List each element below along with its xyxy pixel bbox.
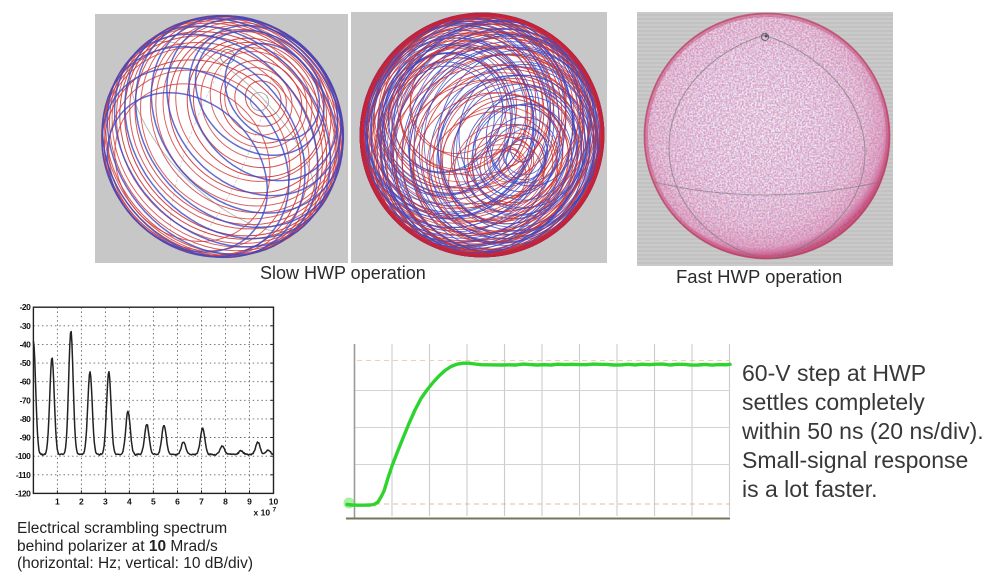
svg-text:10: 10 bbox=[269, 496, 279, 506]
svg-text:6: 6 bbox=[175, 496, 180, 506]
svg-text:5: 5 bbox=[151, 496, 156, 506]
svg-text:-120: -120 bbox=[15, 488, 31, 498]
svg-text:-100: -100 bbox=[15, 451, 31, 461]
svg-text:-40: -40 bbox=[20, 339, 32, 349]
svg-text:-90: -90 bbox=[20, 433, 32, 443]
svg-text:2: 2 bbox=[79, 496, 84, 506]
svg-text:-50: -50 bbox=[20, 358, 32, 368]
svg-text:x 10: x 10 bbox=[254, 507, 271, 517]
svg-text:-110: -110 bbox=[16, 470, 31, 480]
svg-text:7: 7 bbox=[199, 496, 204, 506]
svg-text:-20: -20 bbox=[20, 302, 32, 312]
svg-text:3: 3 bbox=[103, 496, 108, 506]
svg-text:4: 4 bbox=[127, 496, 132, 506]
svg-text:1: 1 bbox=[55, 496, 60, 506]
svg-text:8: 8 bbox=[223, 496, 228, 506]
svg-text:-80: -80 bbox=[20, 414, 32, 424]
svg-text:7: 7 bbox=[273, 506, 277, 513]
svg-text:-70: -70 bbox=[20, 395, 32, 405]
svg-text:-60: -60 bbox=[20, 377, 32, 387]
svg-text:9: 9 bbox=[247, 496, 252, 506]
svg-text:-30: -30 bbox=[20, 321, 32, 331]
